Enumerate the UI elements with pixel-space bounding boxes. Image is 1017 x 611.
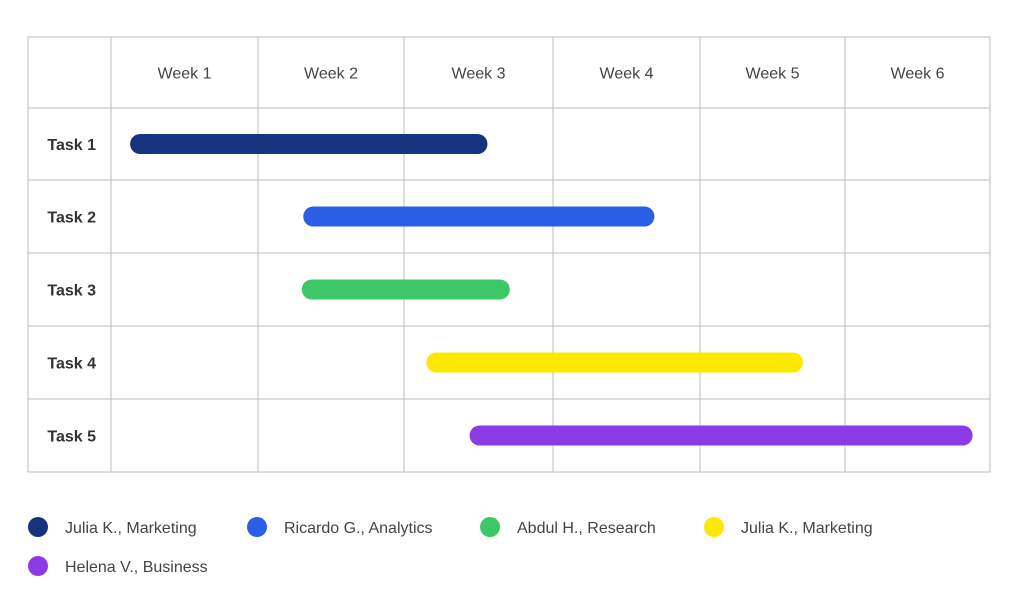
week-label: Week 1 <box>158 66 212 83</box>
legend-label: Julia K., Marketing <box>741 520 873 537</box>
legend-label: Abdul H., Research <box>517 520 656 537</box>
legend-label: Helena V., Business <box>65 559 208 576</box>
task-label: Task 4 <box>47 356 96 373</box>
grid <box>27 36 991 473</box>
task-label: Task 5 <box>47 429 96 446</box>
week-label: Week 4 <box>600 66 654 83</box>
week-label: Week 6 <box>891 66 945 83</box>
task-bar <box>301 279 510 300</box>
task-bar <box>426 352 803 373</box>
legend-swatch <box>480 517 500 537</box>
legend-label: Julia K., Marketing <box>65 520 197 537</box>
task-bar <box>130 134 488 154</box>
task-label: Task 1 <box>47 137 96 154</box>
week-label: Week 2 <box>304 66 358 83</box>
task-bar <box>469 425 973 446</box>
legend-swatch <box>28 556 48 576</box>
task-label: Task 2 <box>47 210 96 227</box>
task-bars <box>130 134 973 446</box>
legend-swatch <box>247 517 267 537</box>
legend: Julia K., Marketing Ricardo G., Analytics… <box>28 517 873 576</box>
task-label: Task 3 <box>47 283 96 300</box>
legend-swatch <box>704 517 724 537</box>
legend-label: Ricardo G., Analytics <box>284 520 433 537</box>
week-label: Week 3 <box>452 66 506 83</box>
task-bar <box>303 206 655 227</box>
legend-swatch <box>28 517 48 537</box>
week-header: Week 1 Week 2 Week 3 Week 4 Week 5 Week 6 <box>158 66 945 83</box>
grid-border <box>27 36 991 473</box>
task-labels: Task 1 Task 2 Task 3 Task 4 Task 5 <box>47 137 96 446</box>
week-label: Week 5 <box>746 66 800 83</box>
